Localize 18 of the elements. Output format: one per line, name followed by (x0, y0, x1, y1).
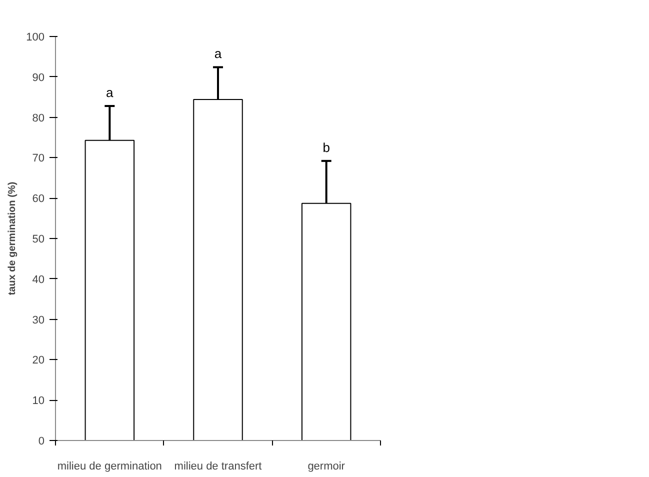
annotation: a (214, 46, 222, 62)
y-tick-label: 40 (32, 274, 45, 286)
y-tick-label: 50 (32, 234, 45, 246)
y-tick-label: 10 (32, 395, 45, 408)
x-tick-label: germoir (308, 460, 346, 472)
y-tick-label: 60 (32, 193, 45, 206)
y-tick-label: 20 (32, 354, 45, 367)
y-tick-label: 80 (32, 112, 45, 124)
x-tick-label: milieu de germination (57, 460, 162, 472)
x-tick-label: milieu de transfert (174, 460, 262, 472)
y-tick-label: 70 (32, 152, 45, 165)
y-tick-label: 100 (26, 32, 45, 44)
annotation: a (106, 84, 114, 100)
annotation: b (322, 140, 330, 155)
y-tick-label: 30 (32, 314, 45, 326)
y-tick-label: 0 (38, 436, 45, 448)
y-axis-title: taux de germination (%) (7, 182, 18, 296)
y-tick-label: 90 (32, 72, 45, 84)
